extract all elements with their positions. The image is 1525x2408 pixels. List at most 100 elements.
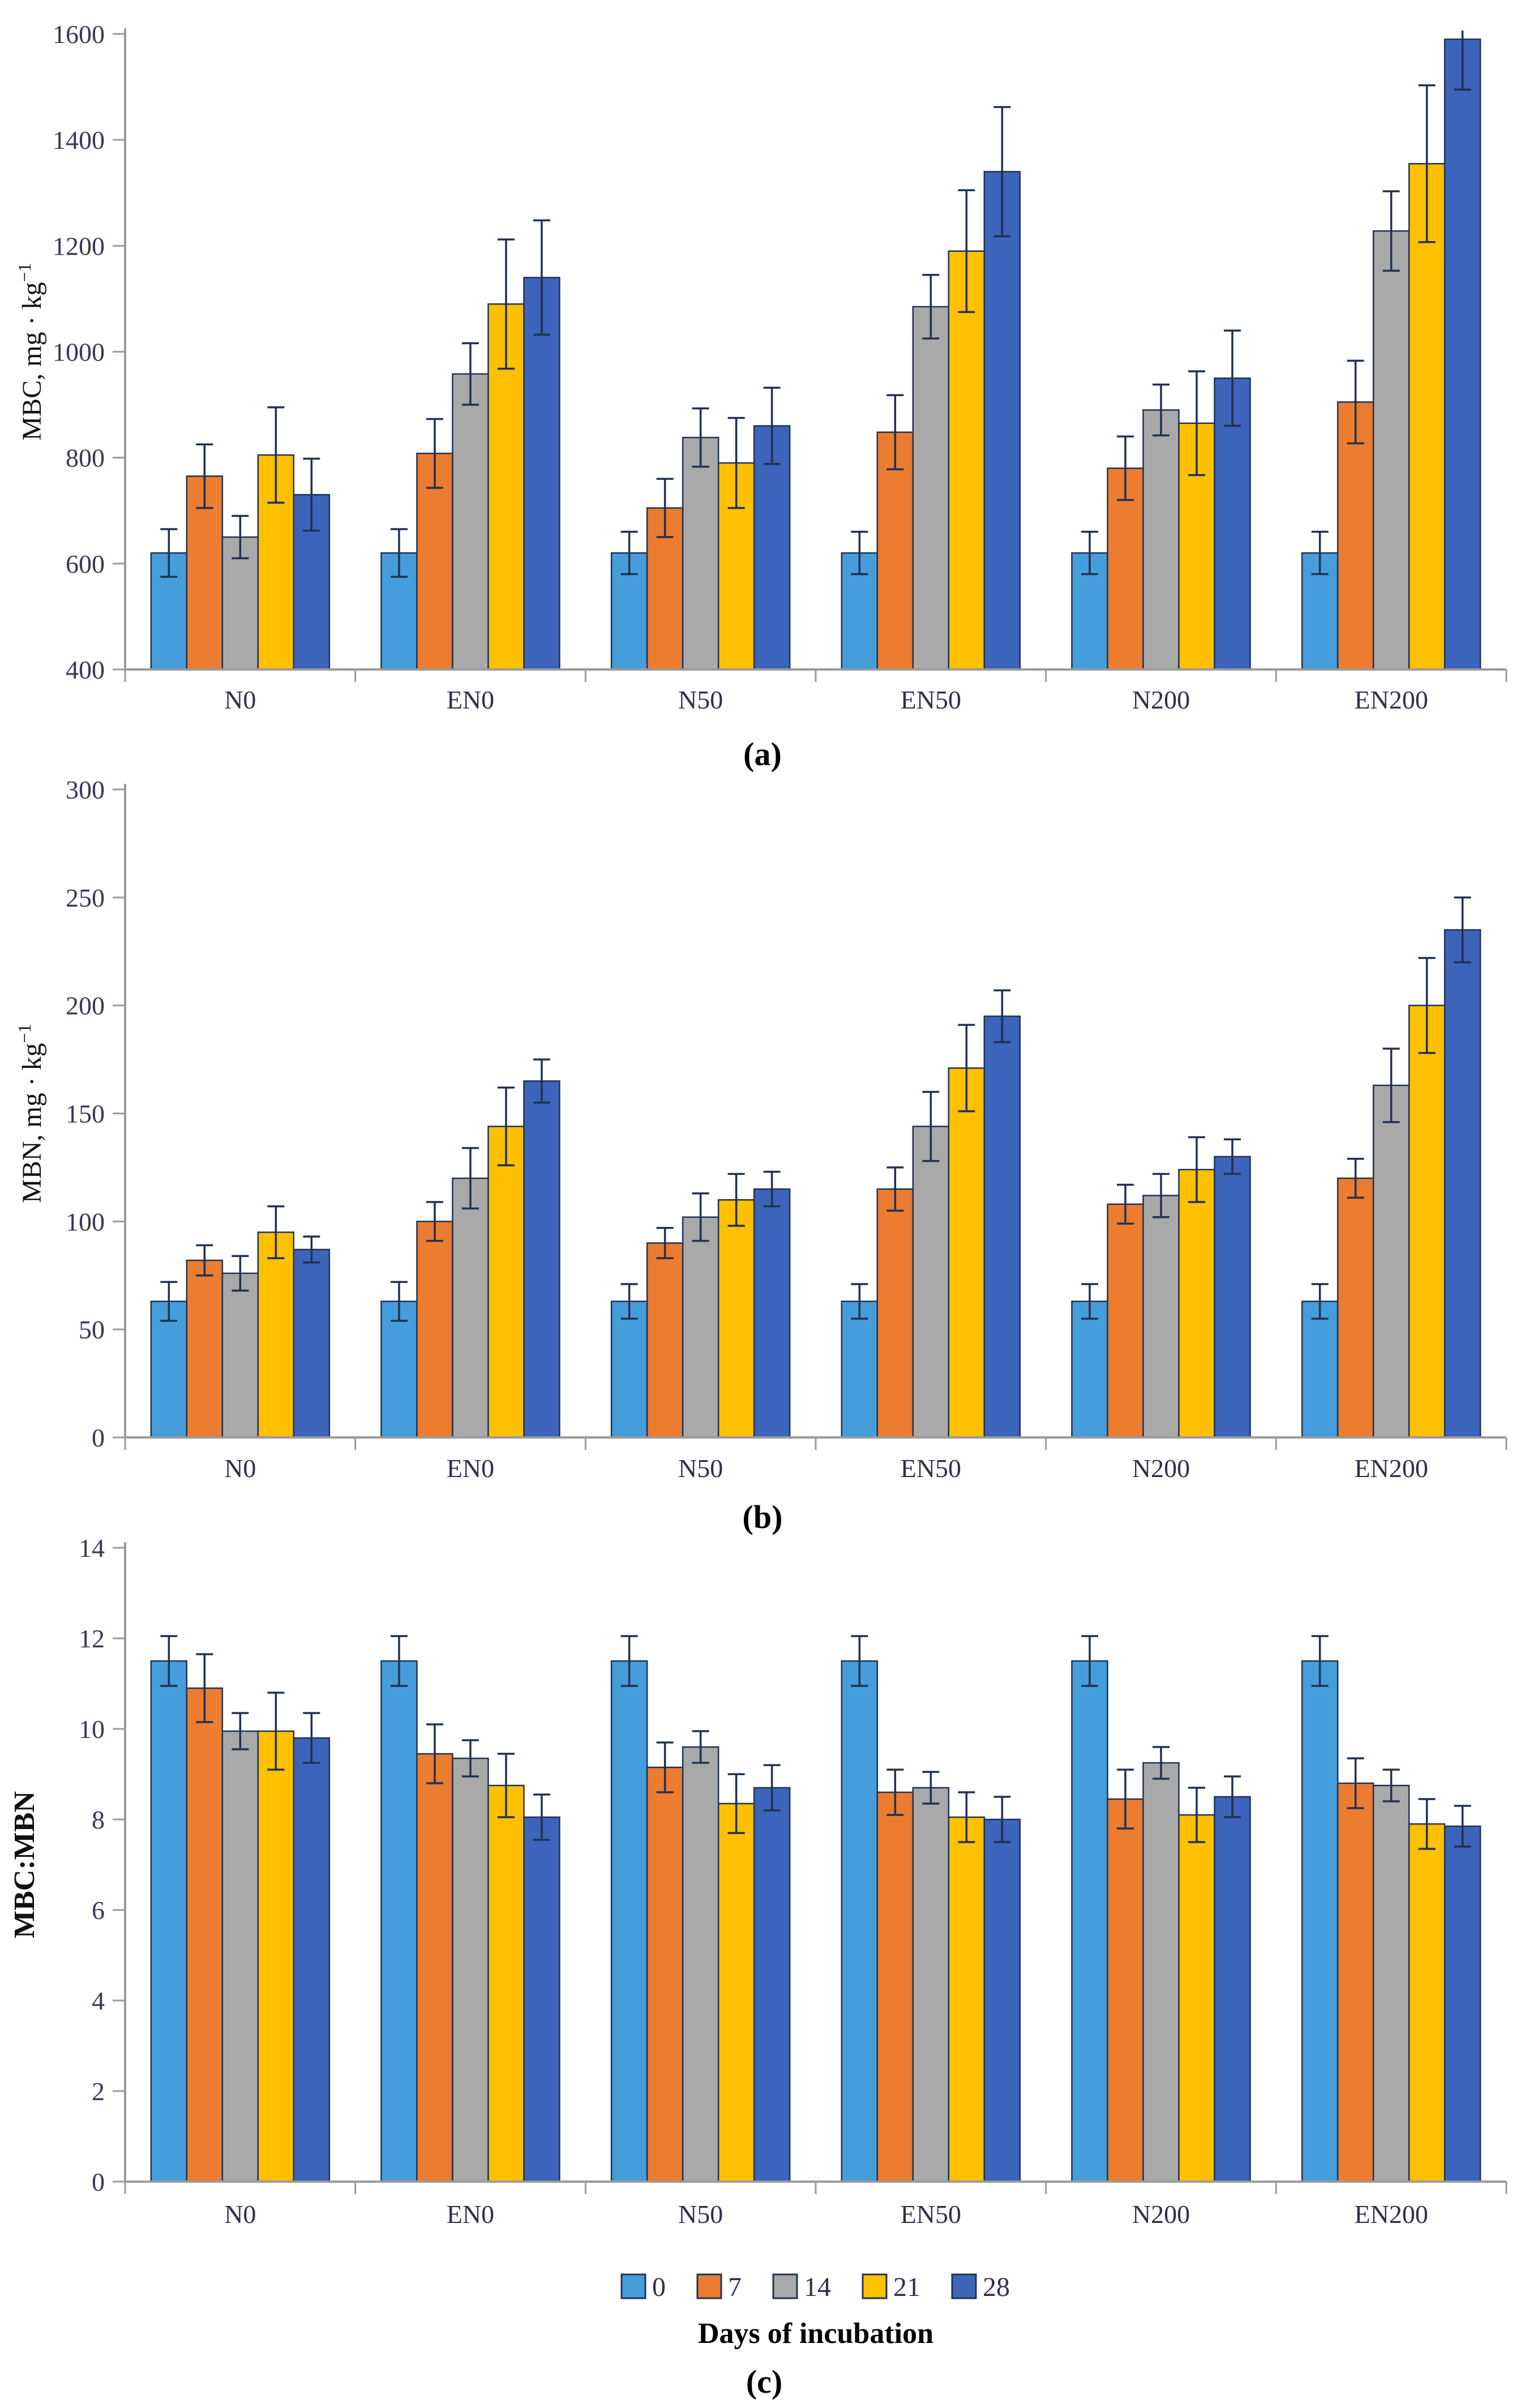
bar-day7-EN50 xyxy=(876,1188,914,1439)
y-tick-label: 250 xyxy=(66,883,105,912)
bar-day14-EN200 xyxy=(1372,1784,1410,2183)
category-label-N0: N0 xyxy=(224,685,256,714)
caption-b: (b) xyxy=(743,1499,783,1535)
y-tick-label: 2 xyxy=(92,2077,105,2106)
bar-day28-N0 xyxy=(293,1737,331,2183)
bar-day21-N200 xyxy=(1178,1814,1215,2183)
category-label-N200: N200 xyxy=(1132,1454,1190,1483)
bar-day7-EN50 xyxy=(876,1791,914,2183)
bar-day7-N0 xyxy=(186,1259,224,1439)
y-tick-label: 12 xyxy=(79,1624,105,1653)
y-tick-label: 1400 xyxy=(53,126,105,154)
bar-day0-N0 xyxy=(150,1660,188,2183)
bar-day28-N50 xyxy=(753,1188,791,1439)
bar-day0-N200 xyxy=(1071,1660,1108,2183)
x-axis-title: Days of incubation xyxy=(698,2317,933,2350)
bar-day14-EN0 xyxy=(452,1177,489,1439)
bar-day0-EN200 xyxy=(1301,1300,1339,1439)
bar-day14-EN200 xyxy=(1372,230,1410,671)
y-axis-title-b: MBN, mg · kg−1 xyxy=(14,1024,47,1203)
bar-day21-EN50 xyxy=(948,1067,986,1439)
bar-day0-EN0 xyxy=(380,1660,418,2183)
category-label-N50: N50 xyxy=(678,2200,723,2229)
y-tick-label: 8 xyxy=(92,1805,105,1834)
category-label-N200: N200 xyxy=(1132,2200,1190,2229)
bar-day7-EN200 xyxy=(1336,1177,1374,1439)
bar-day0-EN200 xyxy=(1301,1660,1339,2183)
legend-swatch-21 xyxy=(862,2273,888,2299)
category-label-N50: N50 xyxy=(678,1454,723,1483)
bar-day14-EN0 xyxy=(452,1757,489,2183)
bar-day7-EN50 xyxy=(876,431,914,671)
category-label-EN50: EN50 xyxy=(901,1454,961,1483)
bar-day28-EN50 xyxy=(983,171,1021,671)
category-label-EN50: EN50 xyxy=(901,2200,961,2229)
y-tick-label: 150 xyxy=(66,1100,105,1128)
y-tick-label: 200 xyxy=(66,991,105,1020)
legend-label-14: 14 xyxy=(804,2272,831,2302)
bar-day14-N200 xyxy=(1142,409,1180,671)
bar-day14-N50 xyxy=(682,1216,719,1439)
bar-day21-N50 xyxy=(717,1199,755,1439)
y-tick-label: 0 xyxy=(92,1423,105,1452)
caption-a: (a) xyxy=(743,736,782,772)
y-tick-label: 100 xyxy=(66,1207,105,1236)
y-tick-label: 14 xyxy=(79,1534,105,1563)
bar-day28-EN50 xyxy=(983,1818,1021,2183)
y-tick-label: 0 xyxy=(92,2167,105,2196)
bar-day7-N200 xyxy=(1107,1203,1144,1439)
legend-label-7: 7 xyxy=(728,2272,742,2302)
y-axis-title-c: MBC:MBN xyxy=(8,1791,41,1938)
y-tick-label: 1600 xyxy=(53,20,105,49)
error-bars xyxy=(160,31,1471,578)
bar-day14-N0 xyxy=(221,1272,259,1439)
bar-day0-N50 xyxy=(610,1300,648,1439)
bar-day21-N0 xyxy=(257,1730,295,2183)
legend-label-0: 0 xyxy=(652,2272,666,2302)
error-bars xyxy=(160,896,1471,1322)
category-label-EN200: EN200 xyxy=(1355,1454,1428,1483)
bar-day7-EN0 xyxy=(416,452,453,671)
category-label-N200: N200 xyxy=(1132,685,1190,714)
bar-day7-EN200 xyxy=(1336,401,1374,671)
bar-day14-EN50 xyxy=(912,1126,950,1439)
legend-label-21: 21 xyxy=(893,2272,920,2302)
bar-day7-N0 xyxy=(186,1687,224,2183)
legend-swatch-14 xyxy=(772,2273,798,2299)
category-label-N0: N0 xyxy=(224,2200,256,2229)
panel-c: 0 2 4 6 8 10 12 14 N0 EN0 N50 EN50 N200 EN200 MBC:MBN xyxy=(8,1534,1507,2229)
bar-day14-EN0 xyxy=(452,373,489,671)
bar-day21-EN0 xyxy=(487,1784,525,2183)
y-tick-label: 800 xyxy=(66,444,105,473)
bar-day14-EN200 xyxy=(1372,1084,1410,1439)
bar-day14-EN50 xyxy=(912,306,950,671)
bar-day7-EN0 xyxy=(416,1221,453,1439)
category-label-N50: N50 xyxy=(678,685,723,714)
y-tick-label: 10 xyxy=(79,1715,105,1744)
bar-day0-N200 xyxy=(1071,1300,1108,1439)
bar-day21-EN0 xyxy=(487,1126,525,1439)
bar-day28-N0 xyxy=(293,1248,331,1439)
bar-day28-N50 xyxy=(753,1787,791,2183)
bar-day28-EN200 xyxy=(1443,38,1481,671)
error-bars xyxy=(160,1635,1471,1850)
bar-day21-N200 xyxy=(1178,1169,1215,1439)
bar-day7-N50 xyxy=(646,1766,684,2183)
y-tick-label: 50 xyxy=(79,1315,105,1344)
bar-day0-EN50 xyxy=(841,1660,879,2183)
bar-day7-EN200 xyxy=(1336,1782,1374,2183)
legend-swatch-7 xyxy=(696,2273,722,2299)
bar-day21-EN200 xyxy=(1408,1823,1446,2183)
category-label-EN0: EN0 xyxy=(447,2200,494,2229)
legend-swatch-28 xyxy=(951,2273,977,2299)
bar-day28-EN0 xyxy=(523,1816,560,2183)
category-label-N0: N0 xyxy=(224,1454,256,1483)
bar-day28-N50 xyxy=(753,425,791,671)
category-label-EN50: EN50 xyxy=(901,685,961,714)
bar-day7-EN0 xyxy=(416,1753,453,2183)
legend-swatch-0 xyxy=(620,2273,646,2299)
caption-c: (c) xyxy=(746,2363,782,2400)
